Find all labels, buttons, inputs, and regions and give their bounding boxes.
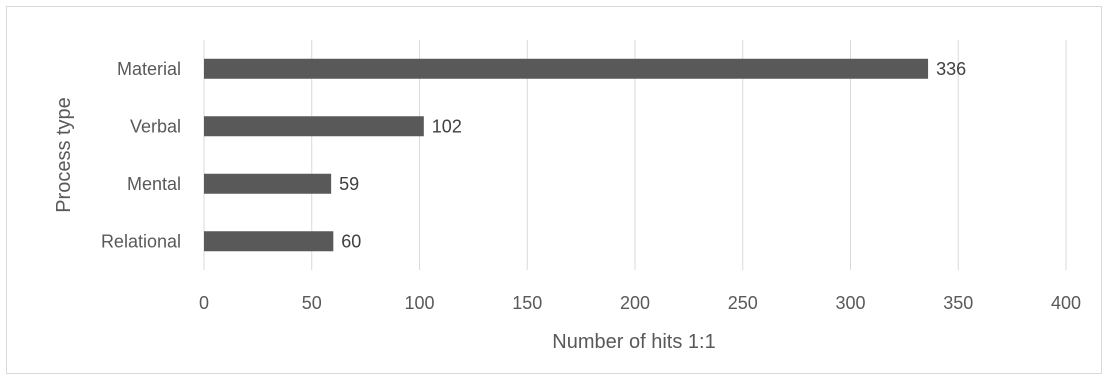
x-tick-label: 150 bbox=[512, 293, 542, 313]
x-tick-label: 50 bbox=[302, 293, 322, 313]
category-label: Mental bbox=[127, 174, 181, 194]
x-tick-label: 350 bbox=[943, 293, 973, 313]
x-tick-label: 0 bbox=[199, 293, 209, 313]
category-label: Material bbox=[117, 59, 181, 79]
data-label: 336 bbox=[936, 59, 966, 79]
x-tick-label: 200 bbox=[620, 293, 650, 313]
data-label: 102 bbox=[432, 116, 462, 136]
x-tick-label: 400 bbox=[1051, 293, 1081, 313]
x-tick-labels: 0 50 100 150 200 250 300 350 400 bbox=[199, 293, 1081, 313]
bar bbox=[204, 116, 424, 137]
x-tick-label: 250 bbox=[728, 293, 758, 313]
bars bbox=[204, 58, 929, 252]
x-axis-title: Number of hits 1:1 bbox=[552, 331, 715, 353]
data-label: 60 bbox=[341, 231, 361, 251]
bar bbox=[204, 58, 929, 79]
data-labels: 336 102 59 60 bbox=[339, 59, 966, 252]
category-labels: Material Verbal Mental Relational bbox=[101, 59, 181, 252]
x-tick-label: 100 bbox=[404, 293, 434, 313]
category-label: Verbal bbox=[130, 116, 181, 136]
y-axis-title: Process type bbox=[53, 97, 75, 213]
data-label: 59 bbox=[339, 174, 359, 194]
bar bbox=[204, 231, 334, 252]
x-tick-label: 300 bbox=[835, 293, 865, 313]
category-label: Relational bbox=[101, 231, 181, 251]
bar bbox=[204, 173, 332, 194]
